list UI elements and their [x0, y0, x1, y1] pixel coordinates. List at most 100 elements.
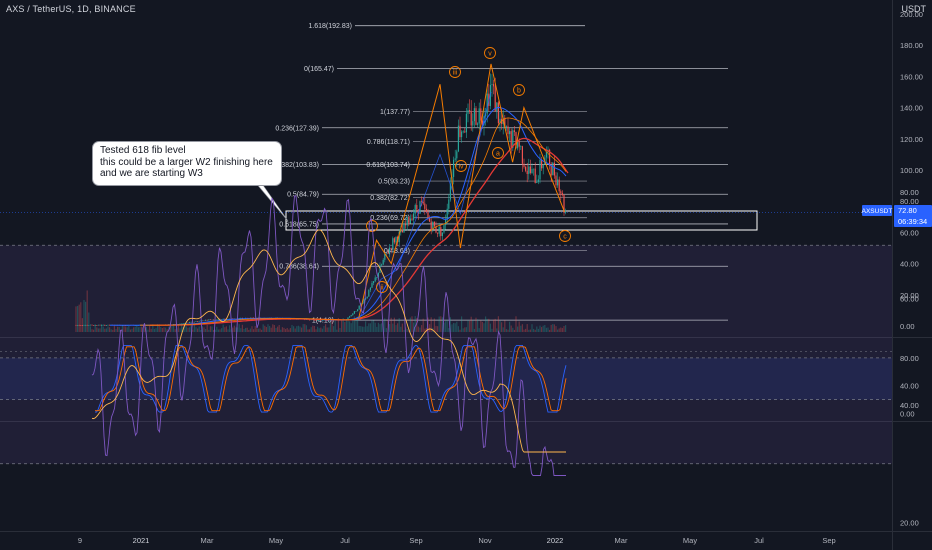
candle-body — [400, 229, 402, 232]
volume-bar — [373, 320, 375, 332]
volume-bar — [565, 325, 567, 332]
candle-body — [438, 227, 440, 234]
volume-bar — [155, 328, 157, 332]
volume-bar — [446, 319, 448, 332]
candle-body — [99, 324, 101, 326]
volume-bar — [110, 329, 112, 332]
candle-body — [182, 323, 184, 324]
candle-body — [83, 325, 85, 326]
volume-bar — [406, 329, 408, 332]
volume-bar — [192, 329, 194, 332]
candle-body — [542, 164, 544, 169]
volume-bar — [355, 318, 357, 332]
volume-bar — [483, 323, 485, 332]
volume-bar — [184, 325, 186, 332]
volume-bar — [510, 325, 512, 332]
candle-body — [445, 219, 447, 226]
candle-body — [529, 166, 531, 173]
candle-body — [93, 325, 95, 326]
candle-body — [491, 84, 493, 85]
volume-bar — [232, 327, 234, 332]
volume-bar — [542, 325, 544, 332]
volume-bar — [462, 328, 464, 332]
volume-bar — [336, 329, 338, 332]
volume-bar — [427, 317, 429, 332]
volume-bar — [523, 329, 525, 332]
volume-bar — [358, 325, 360, 332]
candle-body — [461, 131, 463, 138]
volume-bar — [533, 328, 535, 332]
candle-body — [209, 319, 211, 321]
volume-bar — [193, 325, 195, 332]
candle-body — [358, 305, 360, 310]
wave-label-iv: iv — [458, 164, 464, 171]
candle-body — [105, 325, 107, 326]
candle-body — [408, 216, 410, 224]
candle-body — [401, 229, 403, 233]
volume-bar — [445, 321, 447, 332]
candle-body — [313, 319, 315, 321]
volume-bar — [331, 318, 333, 332]
volume-bar — [497, 316, 499, 332]
volume-bar — [464, 327, 466, 332]
candle-body — [496, 102, 498, 112]
candle-body — [525, 166, 527, 171]
candle-body — [184, 323, 186, 324]
candle-body — [513, 130, 515, 133]
volume-bar — [302, 324, 304, 332]
candle-body — [416, 205, 418, 210]
annotation-callout[interactable]: Tested 618 fib level this could be a lar… — [92, 141, 282, 186]
candle-body — [387, 253, 389, 254]
volume-bar — [334, 320, 336, 332]
volume-bar — [264, 325, 266, 332]
candle-body — [409, 218, 411, 224]
candle-body — [414, 205, 416, 214]
price-axis-tick: 20.00 — [900, 291, 919, 300]
volume-bar — [147, 329, 149, 332]
fib-inner-label: 0.5(93.23) — [378, 179, 410, 186]
volume-bar — [165, 327, 167, 332]
volume-bar — [459, 329, 461, 332]
candle-body — [107, 324, 109, 326]
candle-body — [200, 320, 202, 322]
wave-label-circle — [559, 230, 571, 242]
volume-bar — [417, 326, 419, 332]
volume-bar — [245, 327, 247, 332]
candle-body — [560, 191, 562, 194]
candle-body — [507, 126, 509, 135]
volume-bar — [366, 326, 368, 332]
volume-bar — [526, 324, 528, 332]
volume-bar — [403, 329, 405, 332]
time-axis-tick: Jul — [754, 536, 764, 545]
rsi-axis-tick: 40.00 — [900, 401, 919, 410]
candle-body — [429, 217, 431, 222]
candle-body — [406, 216, 408, 226]
candle-body — [545, 152, 547, 158]
volume-bar — [174, 329, 176, 332]
volume-bar — [493, 319, 495, 332]
volume-bar — [297, 325, 299, 332]
volume-bar — [158, 324, 160, 332]
volume-bar — [461, 316, 463, 332]
volume-bar — [248, 329, 250, 332]
volume-bar — [265, 326, 267, 332]
volume-bar — [518, 321, 520, 332]
annotation-line-2: this could be a larger W2 finishing here — [100, 156, 273, 168]
candle-body — [550, 165, 552, 176]
volume-bar — [83, 299, 85, 332]
candle-body — [315, 320, 317, 321]
candle-body — [86, 324, 88, 326]
candle-body — [325, 319, 327, 321]
volume-bar — [246, 327, 248, 332]
volume-bar — [286, 327, 288, 332]
volume-bar — [145, 326, 147, 332]
candle-body — [413, 213, 415, 220]
volume-bar — [390, 317, 392, 332]
volume-bar — [280, 329, 282, 332]
volume-bar — [305, 325, 307, 332]
candle-body — [504, 117, 506, 128]
fib-618-highlight-box[interactable] — [285, 210, 758, 231]
volume-bar — [150, 328, 152, 332]
volume-bar — [275, 327, 277, 332]
